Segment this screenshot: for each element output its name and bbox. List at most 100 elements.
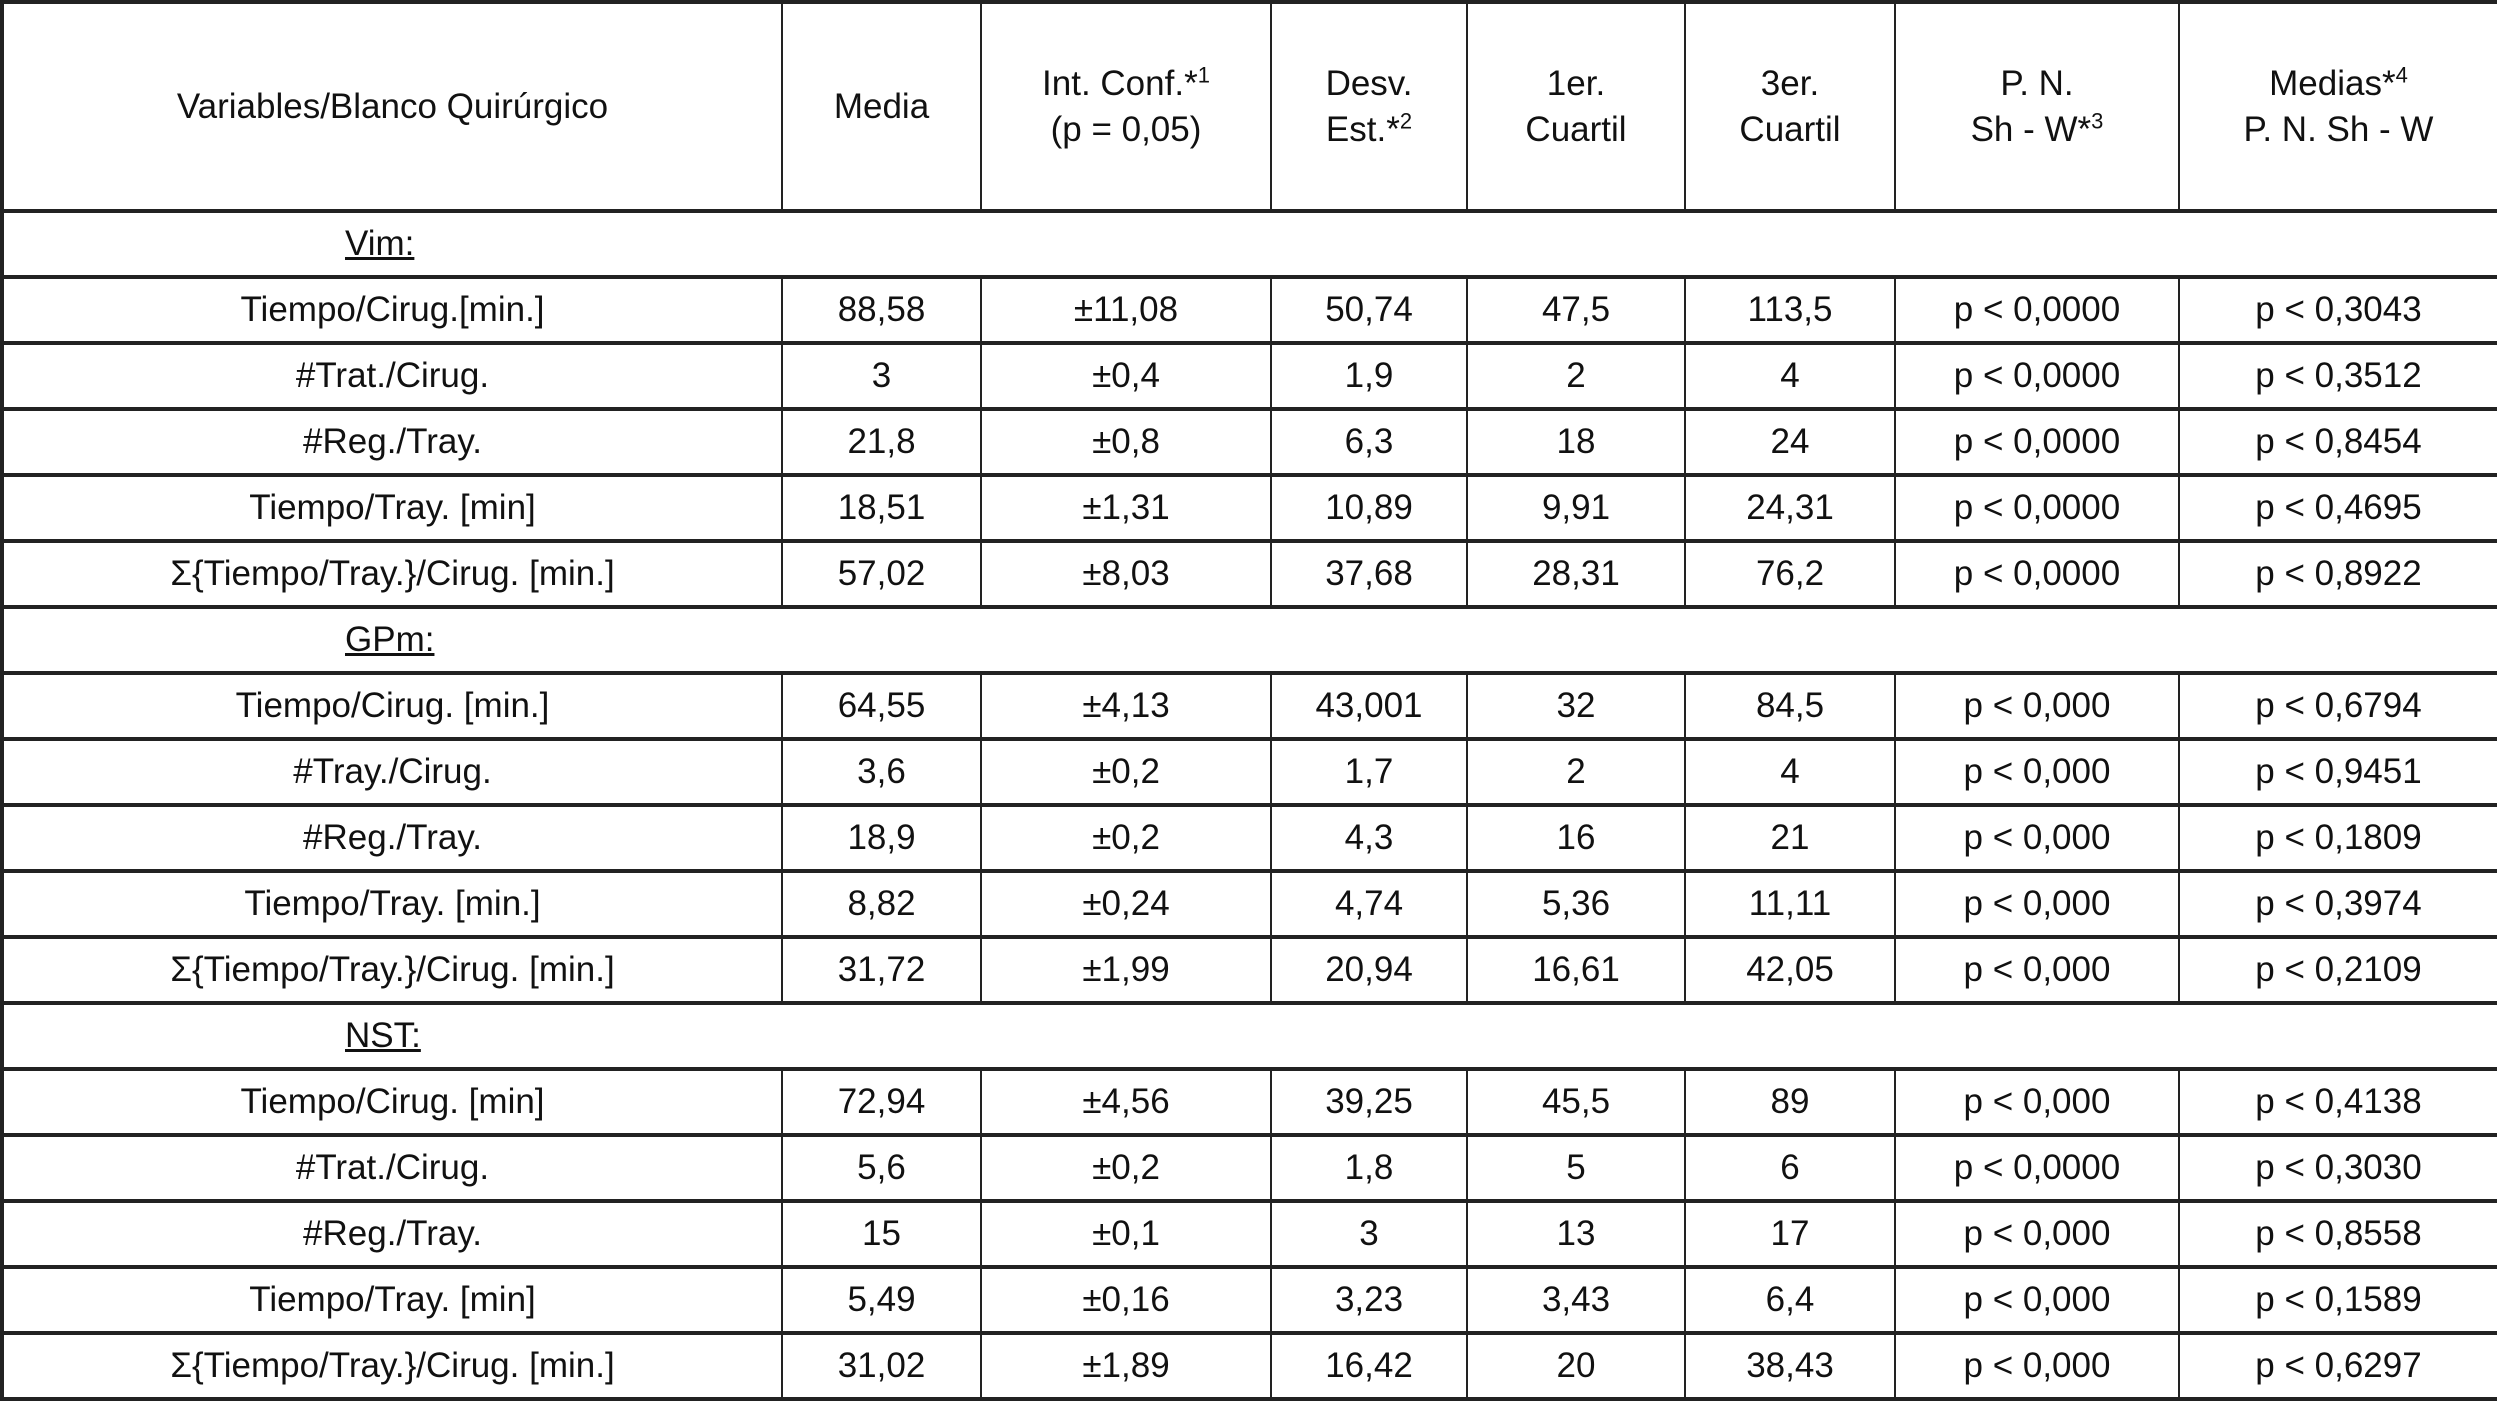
cell-int-conf: ±1,99 [980, 935, 1272, 1005]
cell-variable: Σ{Tiempo/Tray.}/Cirug. [min.] [1, 1331, 783, 1401]
cell-third-quartile: 4 [1684, 341, 1896, 411]
cell-first-quartile: 28,31 [1466, 539, 1686, 609]
cell-int-conf: ±8,03 [980, 539, 1272, 609]
cell-desv-est: 10,89 [1270, 473, 1468, 543]
table-row: Tiempo/Tray. [min] 5,49 ±0,16 3,23 3,43 6,4 p … [1, 1265, 2497, 1335]
cell-first-quartile: 9,91 [1466, 473, 1686, 543]
header-line2: (p = 0,05) [1050, 109, 1202, 149]
cell-first-quartile: 32 [1466, 671, 1686, 741]
cell-media: 5,6 [781, 1133, 982, 1203]
cell-media: 21,8 [781, 407, 982, 477]
header-line1: P. N. [2000, 64, 2074, 103]
cell-medias-pn-shw: p < 0,1589 [2178, 1265, 2497, 1335]
cell-variable: Tiempo/Tray. [min] [1, 1265, 783, 1335]
header-line1: Medias* [2269, 64, 2396, 103]
cell-pn-shw: p < 0,000 [1894, 1199, 2180, 1269]
cell-int-conf: ±0,8 [980, 407, 1272, 477]
cell-third-quartile: 76,2 [1684, 539, 1896, 609]
footnote-marker: 4 [2395, 62, 2408, 88]
section-row: NST: [0, 1001, 2497, 1071]
cell-first-quartile: 20 [1466, 1331, 1686, 1401]
cell-third-quartile: 17 [1684, 1199, 1896, 1269]
section-cell: GPm: [0, 605, 2497, 675]
table-row: Σ{Tiempo/Tray.}/Cirug. [min.] 31,72 ±1,99 2… [1, 935, 2497, 1005]
table-row: #Tray./Cirug. 3,6 ±0,2 1,7 2 4 p < 0,000 p < 0,… [1, 737, 2497, 807]
header-line2: Cuartil [1525, 109, 1627, 149]
column-header-media: Media [781, 0, 982, 213]
cell-first-quartile: 16 [1466, 803, 1686, 873]
cell-variable: #Trat./Cirug. [1, 1133, 783, 1203]
cell-first-quartile: 2 [1466, 737, 1686, 807]
cell-int-conf: ±0,16 [980, 1265, 1272, 1335]
section-row: GPm: [0, 605, 2497, 675]
column-header-desv-est: Desv. Est.*2 [1270, 0, 1468, 213]
cell-medias-pn-shw: p < 0,3030 [2178, 1133, 2497, 1203]
cell-first-quartile: 16,61 [1466, 935, 1686, 1005]
cell-media: 31,02 [781, 1331, 982, 1401]
cell-medias-pn-shw: p < 0,3512 [2178, 341, 2497, 411]
cell-medias-pn-shw: p < 0,3043 [2178, 275, 2497, 345]
cell-desv-est: 16,42 [1270, 1331, 1468, 1401]
cell-int-conf: ±1,89 [980, 1331, 1272, 1401]
cell-int-conf: ±0,4 [980, 341, 1272, 411]
cell-media: 8,82 [781, 869, 982, 939]
column-header-int-conf: Int. Conf.*1 (p = 0,05) [980, 0, 1272, 213]
cell-int-conf: ±0,2 [980, 737, 1272, 807]
cell-medias-pn-shw: p < 0,6297 [2178, 1331, 2497, 1401]
header-line2: Sh - W* [1970, 109, 2092, 149]
cell-desv-est: 4,3 [1270, 803, 1468, 873]
cell-pn-shw: p < 0,000 [1894, 1067, 2180, 1137]
section-title: GPm: [345, 620, 435, 659]
cell-media: 5,49 [781, 1265, 982, 1335]
cell-media: 18,51 [781, 473, 982, 543]
cell-third-quartile: 6,4 [1684, 1265, 1896, 1335]
cell-variable: #Reg./Tray. [1, 803, 783, 873]
cell-first-quartile: 2 [1466, 341, 1686, 411]
cell-third-quartile: 6 [1684, 1133, 1896, 1203]
cell-medias-pn-shw: p < 0,4138 [2178, 1067, 2497, 1137]
cell-third-quartile: 84,5 [1684, 671, 1896, 741]
cell-variable: Tiempo/Cirug. [min] [1, 1067, 783, 1137]
cell-medias-pn-shw: p < 0,3974 [2178, 869, 2497, 939]
header-line2: P. N. Sh - W [2243, 109, 2434, 149]
cell-pn-shw: p < 0,0000 [1894, 1133, 2180, 1203]
cell-desv-est: 50,74 [1270, 275, 1468, 345]
cell-desv-est: 20,94 [1270, 935, 1468, 1005]
cell-desv-est: 3,23 [1270, 1265, 1468, 1335]
column-header-first-quartile: 1er. Cuartil [1466, 0, 1686, 213]
header-row: Variables/Blanco Quirúrgico Media Int. Con… [1, 0, 2497, 213]
footnote-marker: 1 [1197, 62, 1210, 88]
cell-pn-shw: p < 0,000 [1894, 803, 2180, 873]
cell-medias-pn-shw: p < 0,8922 [2178, 539, 2497, 609]
section-cell: NST: [0, 1001, 2497, 1071]
section-title: NST: [345, 1016, 421, 1055]
cell-variable: Tiempo/Tray. [min] [1, 473, 783, 543]
cell-first-quartile: 13 [1466, 1199, 1686, 1269]
cell-medias-pn-shw: p < 0,6794 [2178, 671, 2497, 741]
header-line1: Desv. [1325, 64, 1413, 103]
cell-desv-est: 3 [1270, 1199, 1468, 1269]
cell-third-quartile: 24,31 [1684, 473, 1896, 543]
cell-int-conf: ±4,56 [980, 1067, 1272, 1137]
cell-first-quartile: 45,5 [1466, 1067, 1686, 1137]
table-row: #Trat./Cirug. 3 ±0,4 1,9 2 4 p < 0,0000 p < 0,3… [1, 341, 2497, 411]
cell-variable: Tiempo/Cirug. [min.] [1, 671, 783, 741]
cell-third-quartile: 89 [1684, 1067, 1896, 1137]
cell-pn-shw: p < 0,0000 [1894, 341, 2180, 411]
cell-variable: Tiempo/Tray. [min.] [1, 869, 783, 939]
table-row: Tiempo/Cirug.[min.] 88,58 ±11,08 50,74 47,5 1… [1, 275, 2497, 345]
cell-third-quartile: 21 [1684, 803, 1896, 873]
cell-int-conf: ±0,2 [980, 803, 1272, 873]
cell-int-conf: ±0,24 [980, 869, 1272, 939]
cell-pn-shw: p < 0,0000 [1894, 473, 2180, 543]
cell-media: 3 [781, 341, 982, 411]
table-row: #Reg./Tray. 15 ±0,1 3 13 17 p < 0,000 p < 0,855… [1, 1199, 2497, 1269]
cell-pn-shw: p < 0,0000 [1894, 275, 2180, 345]
cell-media: 88,58 [781, 275, 982, 345]
footnote-marker: 3 [2091, 107, 2104, 133]
cell-third-quartile: 42,05 [1684, 935, 1896, 1005]
header-line1: 3er. [1760, 64, 1820, 103]
table-row: #Trat./Cirug. 5,6 ±0,2 1,8 5 6 p < 0,0000 p < 0… [1, 1133, 2497, 1203]
header-line1: Variables/Blanco Quirúrgico [176, 86, 609, 126]
table-row: Tiempo/Cirug. [min] 72,94 ±4,56 39,25 45,5 89… [1, 1067, 2497, 1137]
